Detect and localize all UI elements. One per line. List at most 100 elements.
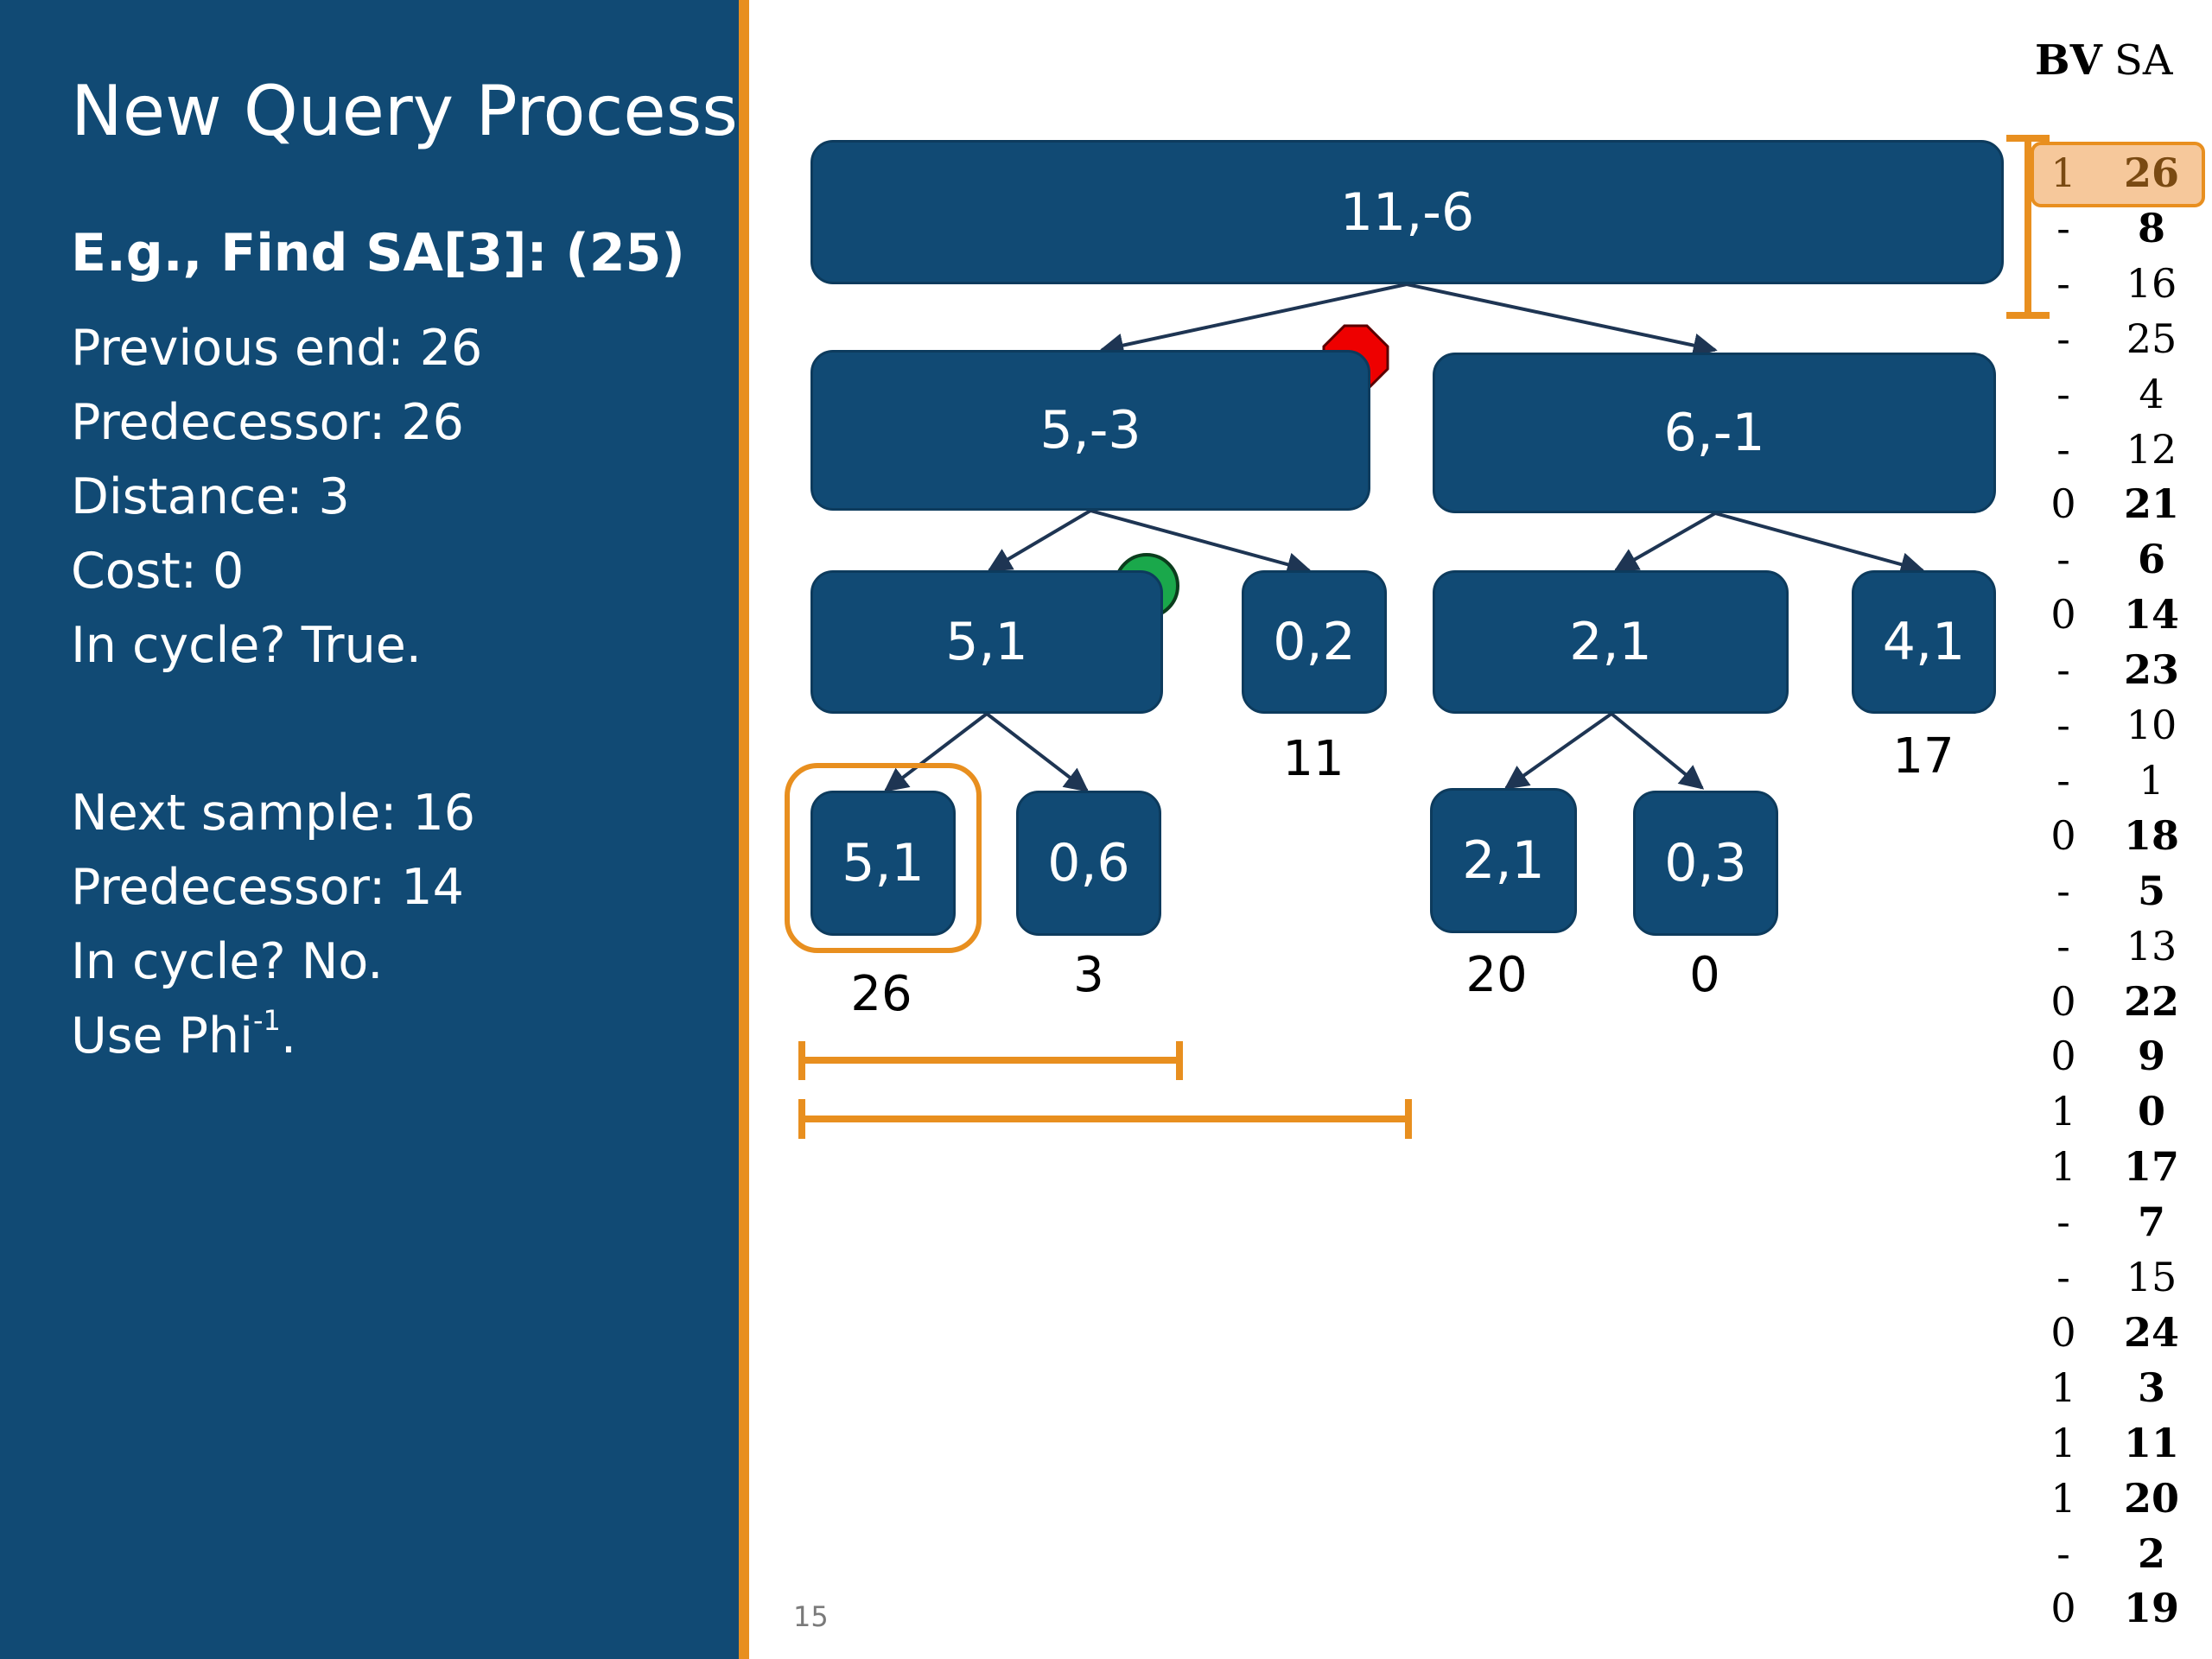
slide-title: New Query Process [71,71,738,151]
bv-cell: - [2056,315,2070,362]
node-l2-d: 4,1 [1852,570,1996,714]
edge-l2c-b [1610,712,1705,790]
sa-cell: 0 [2137,1088,2165,1135]
selected-leaf-highlight [785,763,982,953]
sa-cell: 12 [2126,426,2177,473]
bv-cell: 0 [2050,1585,2076,1631]
node-l3-d: 0,3 [1633,791,1778,936]
sa-cell: 14 [2123,591,2179,638]
bv-cell: - [2056,702,2070,748]
table-row-highlight [2031,142,2205,207]
bv-cell: - [2056,923,2070,969]
leaf-label-0: 0 [1689,947,1720,1003]
node-l1-right: 6,-1 [1433,353,1996,513]
bv-cell: 0 [2050,1033,2076,1079]
bv-cell: - [2056,646,2070,693]
info-cost: Cost: 0 [71,543,245,600]
info-in-cycle: In cycle? True. [71,617,422,674]
bv-cell: 0 [2050,812,2076,859]
sa-cell: 10 [2126,702,2177,748]
edge-l1a-b [1090,509,1312,576]
sa-cell: 23 [2123,646,2179,693]
sa-cell: 21 [2123,480,2179,527]
bv-cell: - [2056,1530,2070,1577]
edge-root-left [1099,283,1408,358]
info-in-cycle-2: In cycle? No. [71,933,384,990]
bv-cell: 0 [2050,480,2076,527]
edge-l1b-b [1714,512,1925,576]
panel-divider [739,0,749,1659]
phi-superscript: -1 [252,1004,281,1037]
bv-cell: 0 [2050,591,2076,638]
node-l3-b: 0,6 [1016,791,1161,936]
info-previous-end: Previous end: 26 [71,320,483,377]
sa-cell: 20 [2123,1475,2179,1522]
sa-cell: 13 [2126,923,2177,969]
node-root: 11,-6 [810,140,2004,284]
bv-cell: - [2056,1198,2070,1245]
bv-cell: 1 [2050,149,2076,196]
example-heading: E.g., Find SA[3]: (25) [71,223,685,283]
bv-cell: - [2056,757,2070,804]
sa-cell: 2 [2137,1530,2165,1577]
bv-cell: - [2056,536,2070,582]
bv-cell: 1 [2050,1364,2076,1411]
sa-cell: 1 [2139,757,2164,804]
info-next-sample: Next sample: 16 [71,785,475,842]
phi-prefix: Use Phi [71,1007,253,1065]
bv-cell: - [2056,260,2070,307]
leaf-label-17: 17 [1892,728,1955,785]
sa-cell: 25 [2126,315,2177,362]
sa-cell: 17 [2123,1143,2179,1190]
bv-column-header: BV [2035,36,2102,85]
bv-cell: 1 [2050,1088,2076,1135]
sa-cell: 4 [2139,371,2164,417]
bv-cell: 0 [2050,1309,2076,1356]
edge-root-right [1406,283,1718,358]
sa-cell: 18 [2123,812,2179,859]
bv-cell: - [2056,371,2070,417]
info-use-phi: Use Phi-1. [71,1004,296,1065]
node-l2-a: 5,1 [810,570,1163,714]
bv-cell: - [2056,868,2070,914]
phi-suffix: . [280,1007,296,1065]
bv-cell: 1 [2050,1475,2076,1522]
page-number: 15 [793,1600,829,1633]
sa-cell: 3 [2137,1364,2165,1411]
leaf-label-11: 11 [1282,731,1344,787]
sa-cell: 11 [2123,1420,2179,1466]
bv-cell: 0 [2050,978,2076,1025]
sa-column-header: SA [2114,36,2173,85]
edge-l2a-b [985,712,1090,792]
info-predecessor-2: Predecessor: 14 [71,859,464,916]
sa-cell: 19 [2123,1585,2179,1631]
sa-cell: 5 [2137,868,2165,914]
sa-cell: 6 [2137,536,2165,582]
leaf-label-3: 3 [1073,947,1104,1003]
sa-cell: 24 [2123,1309,2179,1356]
sa-cell: 7 [2137,1198,2165,1245]
node-l3-a: 5,1 [810,791,956,936]
node-l2-b: 0,2 [1242,570,1387,714]
edge-l1b-a [1613,512,1716,572]
sa-cell: 26 [2123,149,2179,196]
sa-cell: 9 [2137,1033,2165,1079]
bv-cell: 1 [2050,1420,2076,1466]
bv-cell: - [2056,205,2070,251]
bv-cell: 1 [2050,1143,2076,1190]
node-l3-c: 2,1 [1430,788,1577,933]
bv-cell: - [2056,1254,2070,1300]
node-l2-c: 2,1 [1433,570,1789,714]
left-panel: New Query Process E.g., Find SA[3]: (25)… [0,0,739,1659]
leaf-label-20: 20 [1465,947,1528,1003]
edge-l2c-a [1503,712,1613,790]
sa-cell: 15 [2126,1254,2177,1300]
sa-cell: 22 [2123,978,2179,1025]
bv-cell: - [2056,426,2070,473]
leaf-label-26: 26 [850,966,912,1022]
node-l1-left: 5,-3 [810,350,1370,511]
sa-cell: 16 [2126,260,2177,307]
sa-cell: 8 [2137,205,2165,251]
edge-l1a-a [987,509,1092,572]
